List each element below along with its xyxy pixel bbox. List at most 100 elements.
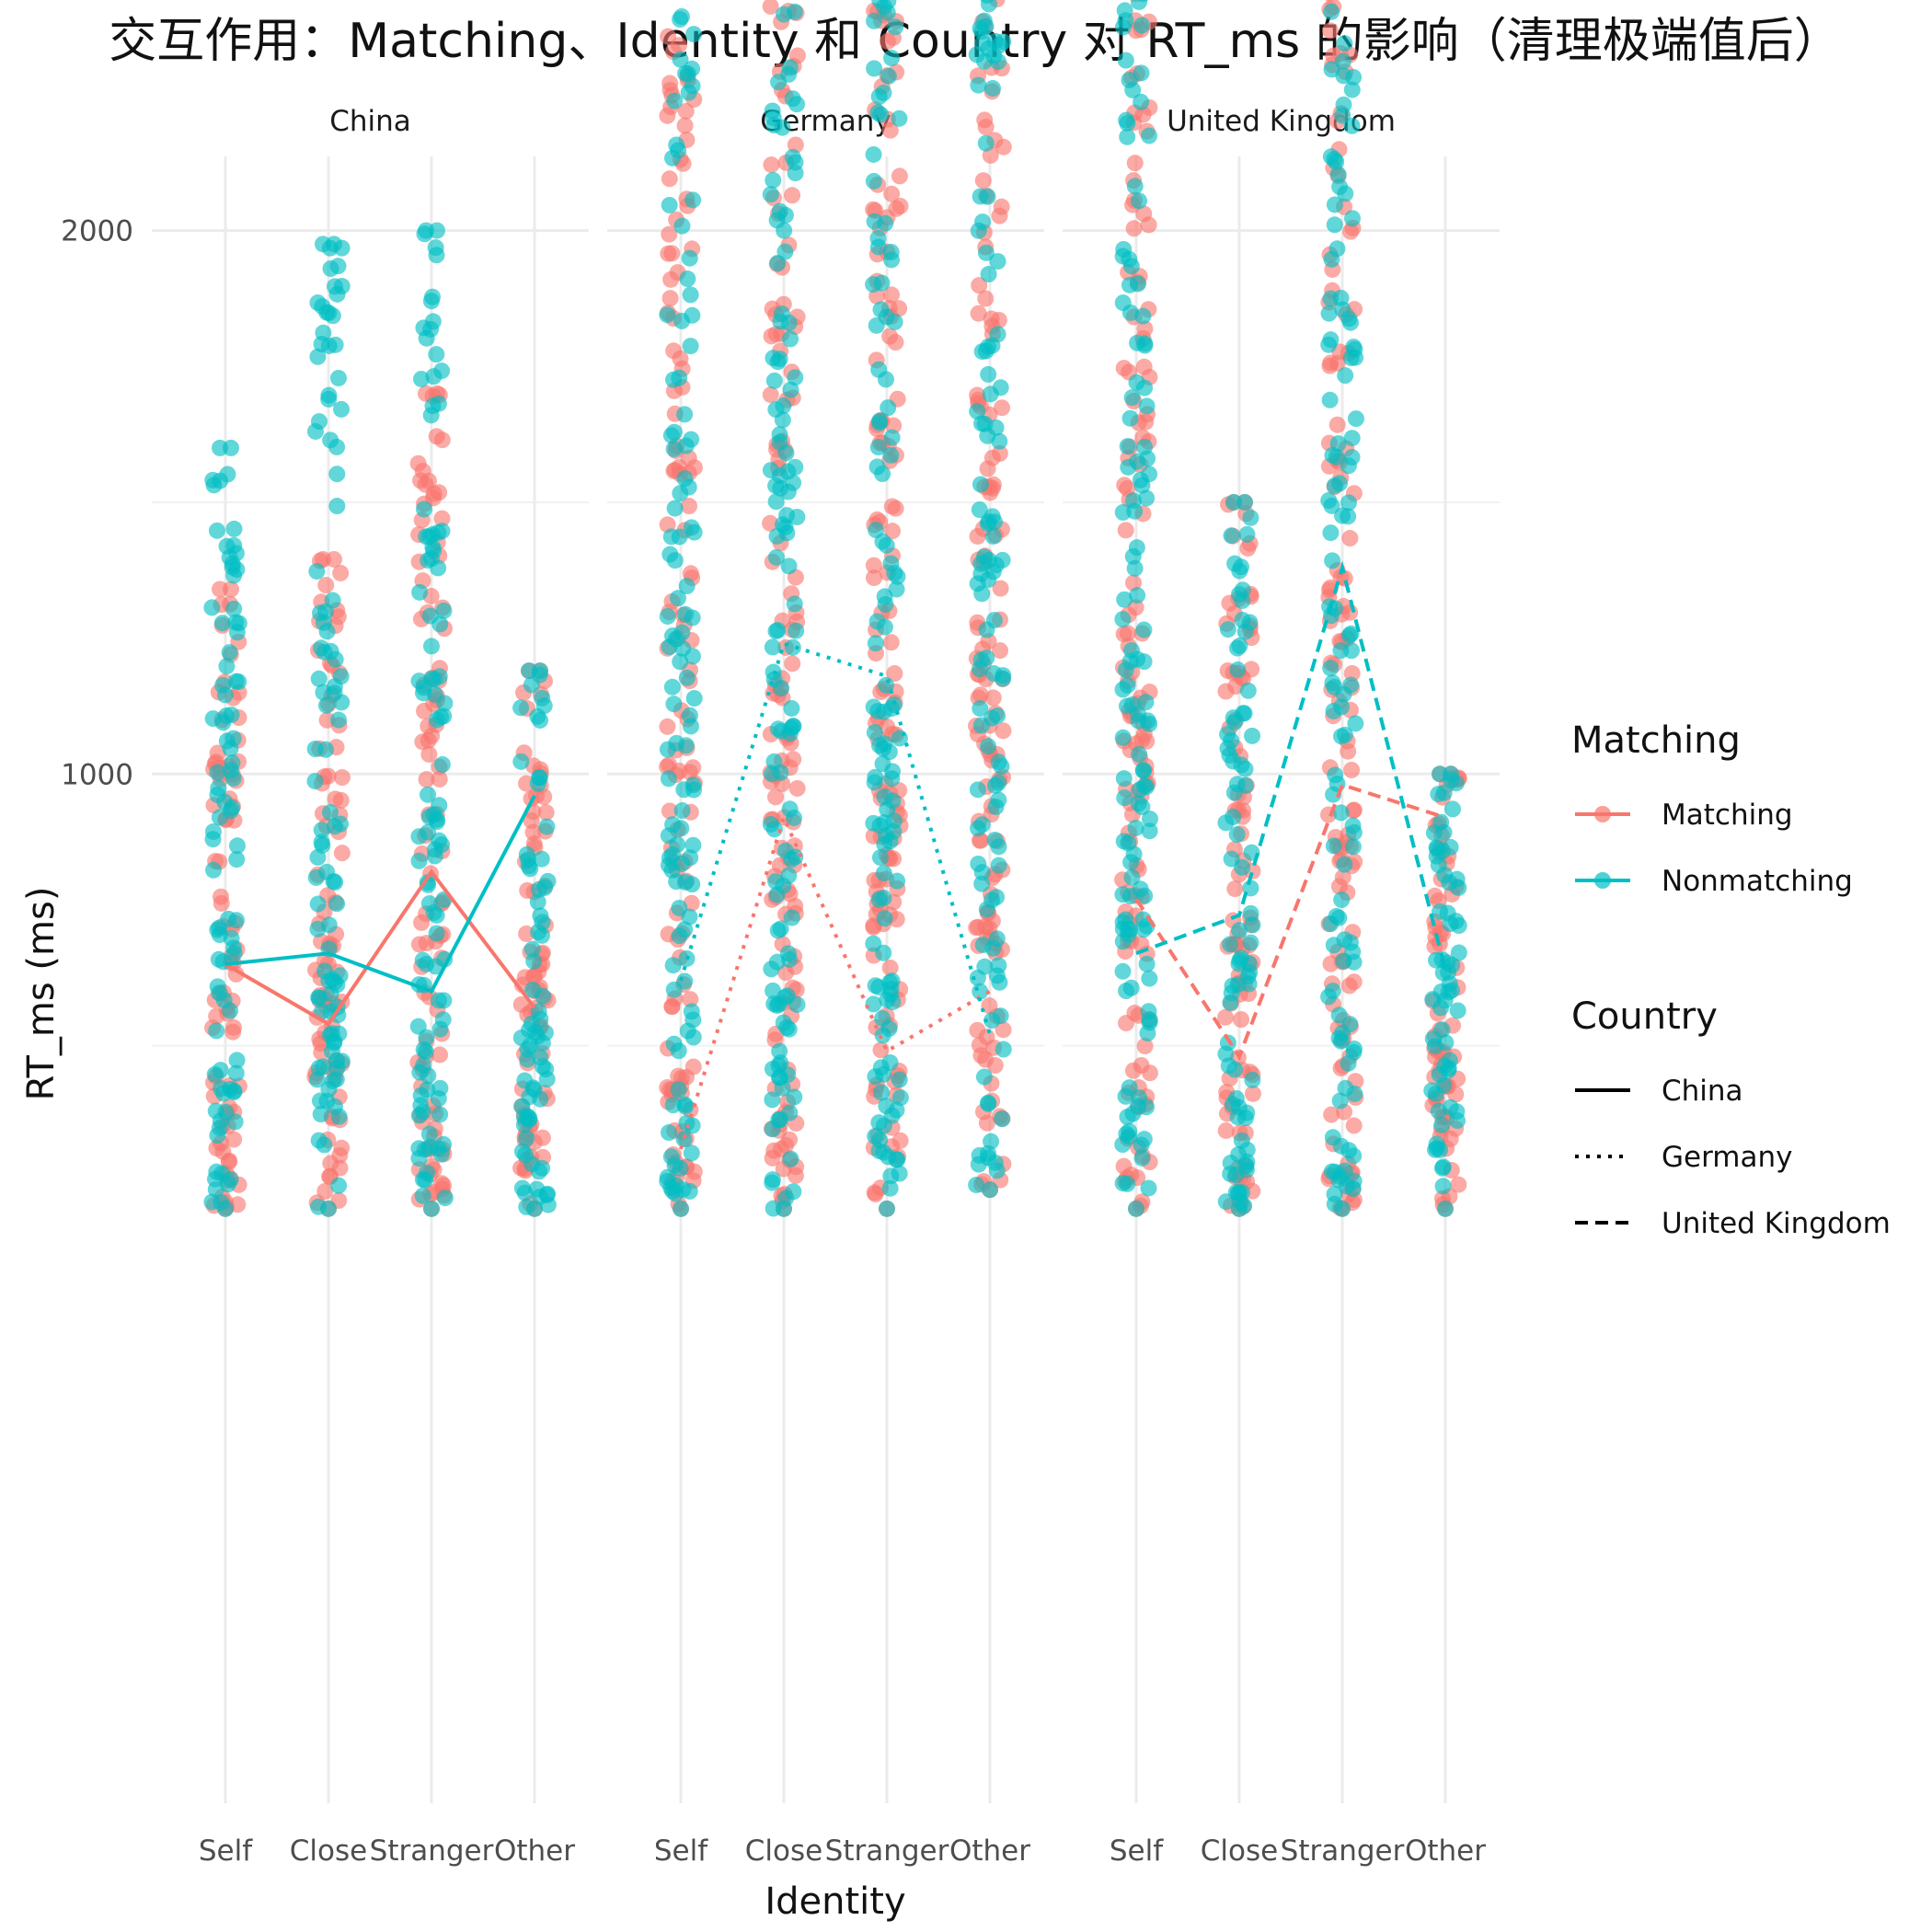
data-point-nonmatching: [1326, 477, 1343, 494]
data-point-nonmatching: [1231, 922, 1248, 939]
data-point-matching: [762, 386, 779, 404]
data-point-nonmatching: [673, 1200, 689, 1217]
data-point-nonmatching: [1119, 676, 1136, 694]
data-point-nonmatching: [1221, 746, 1238, 764]
data-point-matching: [788, 47, 806, 64]
data-point-nonmatching: [982, 385, 999, 403]
data-point-nonmatching: [1450, 917, 1467, 935]
data-point-matching: [318, 711, 336, 729]
data-point-matching: [784, 187, 801, 204]
data-point-matching: [1328, 416, 1346, 433]
data-point-nonmatching: [1234, 581, 1251, 599]
data-point-nonmatching: [973, 213, 991, 231]
data-point-nonmatching: [1239, 682, 1257, 699]
data-point-nonmatching: [1227, 1167, 1245, 1184]
data-point-nonmatching: [1240, 975, 1258, 993]
data-point-nonmatching: [310, 989, 328, 1006]
data-point-nonmatching: [1323, 61, 1340, 78]
data-point-nonmatching: [326, 1034, 343, 1052]
data-point-nonmatching: [332, 400, 350, 418]
data-point-matching: [891, 167, 908, 185]
data-point-nonmatching: [1429, 840, 1446, 857]
data-point-nonmatching: [972, 700, 989, 718]
data-point-nonmatching: [1231, 951, 1248, 969]
data-point-nonmatching: [970, 1156, 987, 1173]
data-point-nonmatching: [427, 239, 444, 257]
data-point-nonmatching: [1222, 936, 1239, 953]
data-point-matching: [416, 702, 433, 719]
data-point-nonmatching: [1115, 770, 1133, 788]
data-point-nonmatching: [782, 330, 799, 348]
data-point-nonmatching: [1114, 886, 1132, 903]
facet-panel-united-kingdom: United Kingdom Self Close Stranger Other: [1063, 0, 1500, 1868]
data-point-nonmatching: [313, 639, 330, 657]
data-point-nonmatching: [328, 498, 346, 515]
data-point-nonmatching: [1345, 1172, 1363, 1190]
data-point-matching: [1126, 155, 1144, 172]
data-point-nonmatching: [1123, 696, 1141, 713]
data-point-nonmatching: [318, 623, 336, 640]
data-point-nonmatching: [977, 134, 995, 152]
data-point-nonmatching: [423, 670, 441, 687]
data-point-nonmatching: [430, 1090, 447, 1108]
data-point-matching: [682, 565, 699, 582]
data-point-matching: [995, 1021, 1012, 1039]
data-point-nonmatching: [209, 764, 226, 781]
facet-panel-china: China Self Close Stranger Other: [152, 105, 589, 1868]
data-point-nonmatching: [1226, 1061, 1244, 1078]
data-point-nonmatching: [1133, 799, 1151, 816]
data-point-nonmatching: [660, 770, 677, 788]
legend-label-germany: Germany: [1662, 1141, 1792, 1174]
data-point-nonmatching: [1131, 1089, 1148, 1107]
data-point-nonmatching: [1346, 340, 1363, 358]
data-point-nonmatching: [1114, 247, 1132, 265]
data-point-nonmatching: [1127, 819, 1144, 836]
data-point-nonmatching: [1129, 453, 1146, 470]
data-point-nonmatching: [867, 1128, 884, 1145]
data-point-nonmatching: [1128, 1200, 1144, 1217]
data-point-nonmatching: [1119, 438, 1136, 455]
data-point-matching: [680, 498, 697, 515]
data-point-nonmatching: [431, 1106, 449, 1123]
data-point-nonmatching: [880, 1148, 897, 1166]
data-point-nonmatching: [868, 522, 885, 539]
data-point-nonmatching: [1346, 1086, 1363, 1103]
scatter-points: [203, 222, 557, 1217]
data-point-nonmatching: [529, 893, 546, 911]
data-point-nonmatching: [1320, 988, 1338, 1006]
data-point-nonmatching: [309, 895, 327, 913]
series-line-nonmatching: [679, 641, 992, 1036]
data-point-nonmatching: [1326, 1163, 1343, 1180]
data-point-nonmatching: [972, 476, 989, 493]
data-point-nonmatching: [1124, 81, 1142, 98]
data-point-nonmatching: [530, 880, 547, 898]
data-point-nonmatching: [532, 662, 548, 680]
data-point-nonmatching: [210, 950, 227, 968]
data-point-nonmatching: [889, 872, 906, 890]
data-point-matching: [1125, 574, 1143, 592]
data-point-nonmatching: [420, 1125, 438, 1143]
data-point-nonmatching: [1424, 991, 1442, 1008]
data-point-nonmatching: [661, 1124, 678, 1142]
data-point-matching: [333, 769, 351, 787]
data-point-nonmatching: [764, 638, 781, 656]
data-point-nonmatching: [891, 1089, 909, 1107]
data-point-matching: [1135, 205, 1153, 223]
data-point-nonmatching: [887, 18, 904, 36]
data-point-nonmatching: [1135, 621, 1153, 638]
data-point-nonmatching: [225, 520, 243, 537]
data-point-nonmatching: [1132, 880, 1149, 898]
data-point-nonmatching: [320, 1200, 337, 1217]
y-axis-ticks: 100020003000: [61, 215, 133, 792]
data-point-nonmatching: [684, 1117, 701, 1134]
data-point-nonmatching: [1336, 35, 1353, 52]
data-point-nonmatching: [673, 802, 691, 820]
data-point-nonmatching: [435, 1135, 453, 1153]
data-point-nonmatching: [225, 1082, 243, 1099]
data-point-nonmatching: [1343, 430, 1361, 447]
data-point-matching: [995, 138, 1012, 155]
data-point-nonmatching: [972, 651, 990, 669]
data-point-nonmatching: [975, 1068, 993, 1086]
data-point-nonmatching: [876, 735, 893, 753]
